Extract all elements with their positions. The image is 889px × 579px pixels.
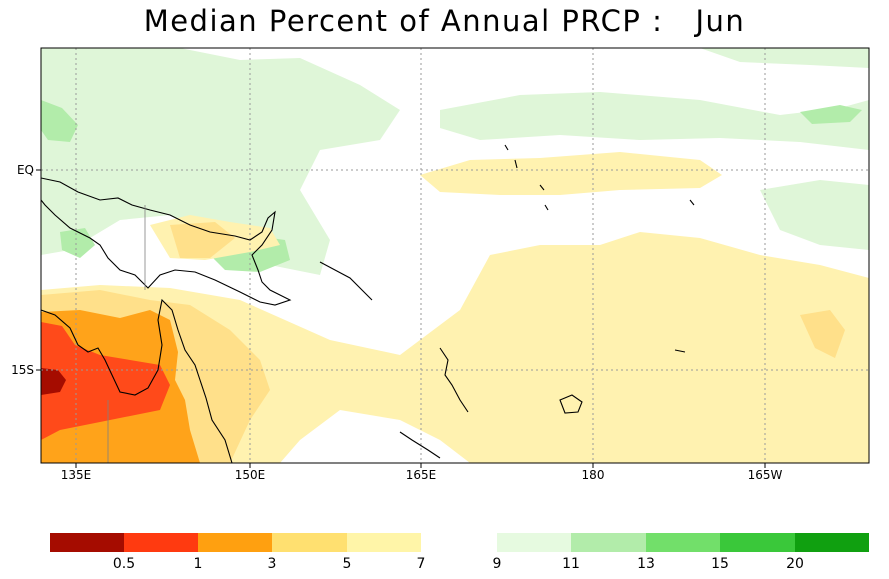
colorbar-label: 3 (268, 556, 277, 572)
dry-region-lt05 (41, 368, 66, 395)
colorbar-swatch (272, 533, 347, 552)
vanuatu-coast (439, 347, 469, 413)
dry-region-lt5-c (800, 310, 845, 358)
colorbar-label: 5 (343, 556, 352, 572)
x-tick-label: 165E (406, 468, 437, 482)
colorbar-label: 0.5 (113, 556, 135, 572)
map-frame (40, 47, 870, 464)
dry-region-central (420, 152, 722, 195)
tick-marks (36, 169, 766, 468)
shading-layer (41, 48, 869, 463)
coastlines (41, 144, 695, 463)
colorbar-label: 7 (417, 556, 426, 572)
new-caledonia-coast (399, 431, 441, 459)
colorbar-dry: 0.5 1 3 5 7 (50, 533, 425, 572)
colorbar-swatch (571, 533, 646, 552)
borders (107, 205, 146, 463)
colorbar-swatch (50, 533, 124, 552)
new-guinea-coast (41, 177, 292, 306)
australia-coast (41, 298, 233, 463)
colorbar-swatch (497, 533, 571, 552)
x-tick-label: 165W (748, 468, 783, 482)
colorbar-swatch (347, 533, 421, 552)
y-tick-label: 15S (11, 363, 34, 377)
colorbar-label: 20 (786, 556, 804, 572)
colorbar-swatch (646, 533, 720, 552)
y-tick-label: EQ (17, 163, 34, 177)
wet-region-ne (800, 105, 862, 124)
colorbar-swatch (720, 533, 795, 552)
colorbar-label: 11 (562, 556, 580, 572)
x-tick-label: 135E (61, 468, 92, 482)
colorbar-swatch (124, 533, 198, 552)
wet-region-west (41, 100, 78, 142)
wet-region-north (41, 48, 400, 275)
colorbar-swatch (198, 533, 272, 552)
colorbar-label: 9 (493, 556, 502, 572)
dry-region-05-1 (41, 322, 170, 440)
wet-region-w2 (60, 228, 95, 258)
colorbar-label: 13 (637, 556, 655, 572)
dry-region-lt5-b (170, 222, 235, 258)
wet-region-east (700, 48, 869, 68)
colorbar-label: 1 (194, 556, 203, 572)
colorbar-label: 15 (711, 556, 729, 572)
grid-lines (41, 48, 869, 463)
chart-title: Median Percent of Annual PRCP : Jun (143, 4, 746, 38)
wet-region-north-2 (440, 92, 869, 150)
colorbar-swatch (795, 533, 869, 552)
islands-small (504, 144, 695, 353)
colorbar-wet: 9 11 13 15 20 (493, 533, 869, 572)
wet-region-east-2 (760, 180, 869, 250)
solomons-coast (319, 261, 373, 301)
fiji-coast (559, 394, 583, 414)
x-tick-label: 180 (582, 468, 605, 482)
x-tick-label: 150E (235, 468, 266, 482)
